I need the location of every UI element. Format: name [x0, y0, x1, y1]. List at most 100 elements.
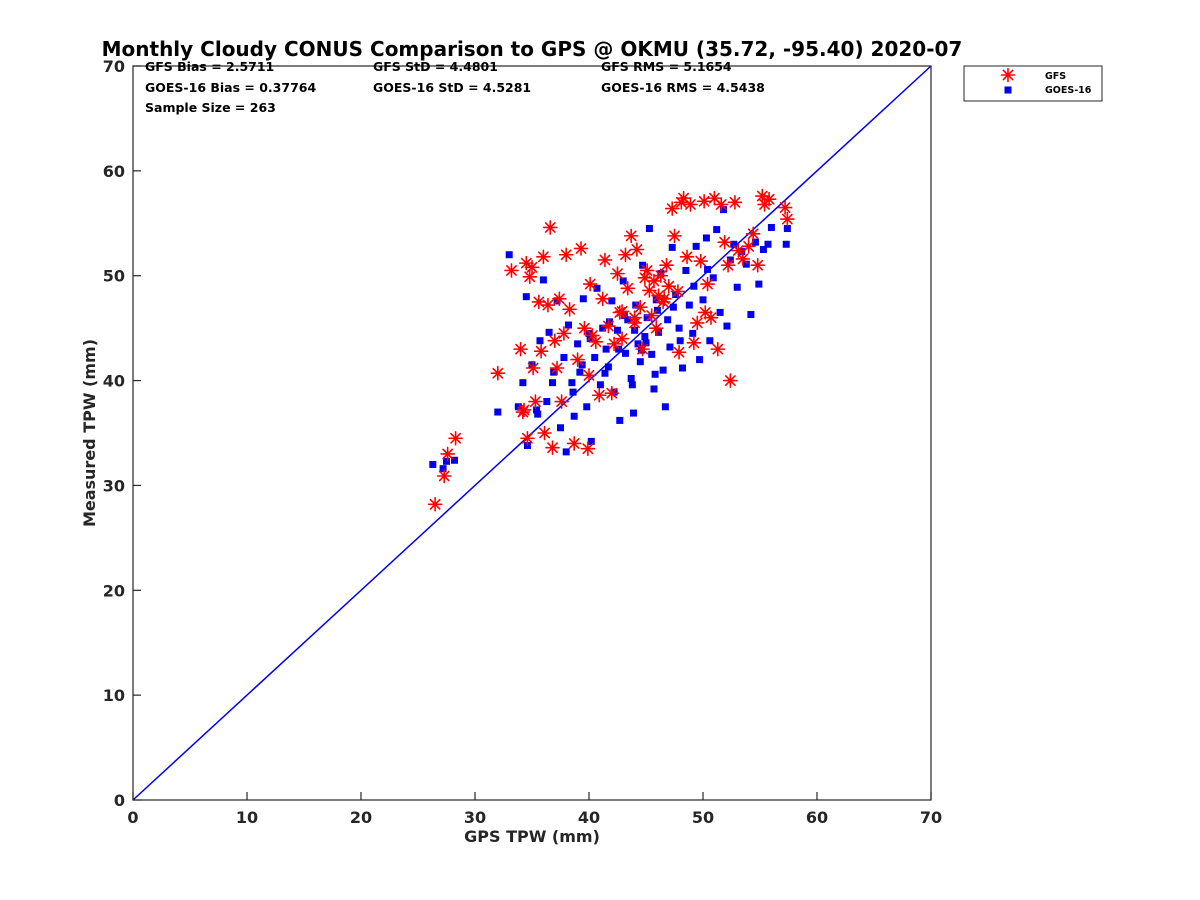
- gfs-point: [556, 326, 572, 341]
- goes-point: [579, 295, 587, 303]
- stat-goes-rms: GOES-16 RMS = 4.5438: [601, 80, 765, 95]
- gfs-point: [562, 301, 577, 317]
- goes-point: [716, 308, 724, 316]
- gfs-point: [693, 253, 709, 269]
- goes-point: [738, 248, 746, 256]
- legend-box: [963, 65, 1103, 102]
- goes-point: [627, 374, 635, 382]
- goes-point: [616, 416, 624, 424]
- gfs-point: [717, 234, 732, 250]
- gfs-point: [522, 269, 538, 285]
- gfs-point: [653, 268, 669, 284]
- gfs-point: [696, 193, 712, 209]
- goes-point: [604, 363, 612, 371]
- goes-point: [522, 293, 530, 301]
- goes-point: [505, 251, 513, 259]
- goes-point: [650, 385, 658, 393]
- gfs-point: [606, 336, 622, 352]
- x-tick-label: 60: [806, 808, 828, 827]
- y-tick-label: 0: [114, 791, 125, 810]
- goes-point: [742, 260, 750, 268]
- x-axis-label: GPS TPW (mm): [464, 827, 600, 846]
- goes-point: [678, 364, 686, 372]
- goes-point: [652, 296, 660, 304]
- gfs-point: [566, 436, 582, 451]
- goes-point: [596, 381, 604, 389]
- gfs-point: [700, 276, 715, 292]
- gfs-point: [436, 468, 452, 484]
- gfs-point: [697, 305, 713, 320]
- gfs-point: [629, 242, 645, 257]
- gfs-point: [540, 297, 556, 313]
- gfs-point: [490, 365, 506, 381]
- goes-point: [689, 329, 697, 337]
- y-tick-label: 20: [103, 581, 125, 600]
- gfs-point: [627, 315, 642, 331]
- gfs-point: [646, 273, 662, 289]
- legend-goes-marker: [1004, 86, 1012, 94]
- legend-gfs-marker: [1000, 67, 1016, 83]
- goes-point: [668, 243, 676, 251]
- goes-point: [539, 276, 547, 284]
- goes-point: [429, 460, 437, 468]
- goes-point: [755, 280, 763, 288]
- goes-point: [494, 408, 502, 416]
- goes-point: [641, 333, 649, 341]
- goes-point: [608, 297, 616, 305]
- goes-point: [642, 339, 650, 347]
- goes-point: [523, 442, 531, 450]
- goes-point: [782, 240, 790, 248]
- goes-point: [568, 379, 576, 387]
- gfs-point: [558, 247, 574, 263]
- gfs-point: [648, 320, 664, 336]
- gfs-point: [710, 341, 726, 357]
- chart-title: Monthly Cloudy CONUS Comparison to GPS @…: [102, 37, 963, 61]
- gfs-point: [536, 249, 551, 265]
- gfs-point: [427, 497, 443, 512]
- goes-point: [574, 340, 582, 348]
- gfs-point: [570, 352, 585, 367]
- gfs-point: [735, 251, 751, 267]
- goes-point: [549, 379, 557, 387]
- goes-point: [747, 311, 755, 319]
- gfs-point: [723, 373, 738, 388]
- gfs-point: [537, 425, 552, 441]
- gfs-point: [689, 315, 705, 331]
- gfs-point: [777, 200, 793, 215]
- gfs-point: [513, 341, 528, 357]
- goes-point: [632, 301, 640, 309]
- gfs-point: [741, 239, 756, 254]
- gfs-point: [639, 263, 655, 278]
- legend: GFS GOES-16: [963, 65, 1103, 102]
- y-tick-label: 40: [103, 372, 125, 391]
- goes-point: [666, 343, 674, 351]
- goes-point: [528, 361, 536, 369]
- gfs-point: [750, 257, 766, 273]
- goes-point: [557, 424, 564, 432]
- goes-point: [439, 465, 447, 473]
- goes-point: [628, 381, 636, 389]
- y-tick-label: 10: [103, 686, 125, 705]
- goes-point: [545, 328, 553, 336]
- gfs-point: [614, 304, 630, 319]
- goes-point: [704, 265, 712, 273]
- goes-point: [713, 226, 721, 234]
- x-tick-label: 0: [127, 808, 138, 827]
- stat-goes-bias: GOES-16 Bias = 0.37764: [145, 80, 316, 95]
- goes-point: [648, 350, 656, 358]
- x-tick-label: 40: [578, 808, 600, 827]
- gfs-point: [761, 191, 777, 207]
- gfs-point: [448, 430, 463, 446]
- gfs-point: [614, 331, 630, 346]
- gfs-point: [667, 228, 682, 244]
- gfs-point: [632, 299, 648, 315]
- goes-point: [699, 296, 707, 304]
- gfs-point: [686, 335, 702, 351]
- goes-point: [543, 398, 551, 406]
- gfs-point: [582, 276, 598, 292]
- gfs-point: [554, 394, 569, 409]
- y-tick-label: 30: [103, 476, 125, 495]
- goes-point: [587, 437, 595, 445]
- gfs-point: [745, 226, 761, 242]
- gfs-point: [670, 284, 686, 299]
